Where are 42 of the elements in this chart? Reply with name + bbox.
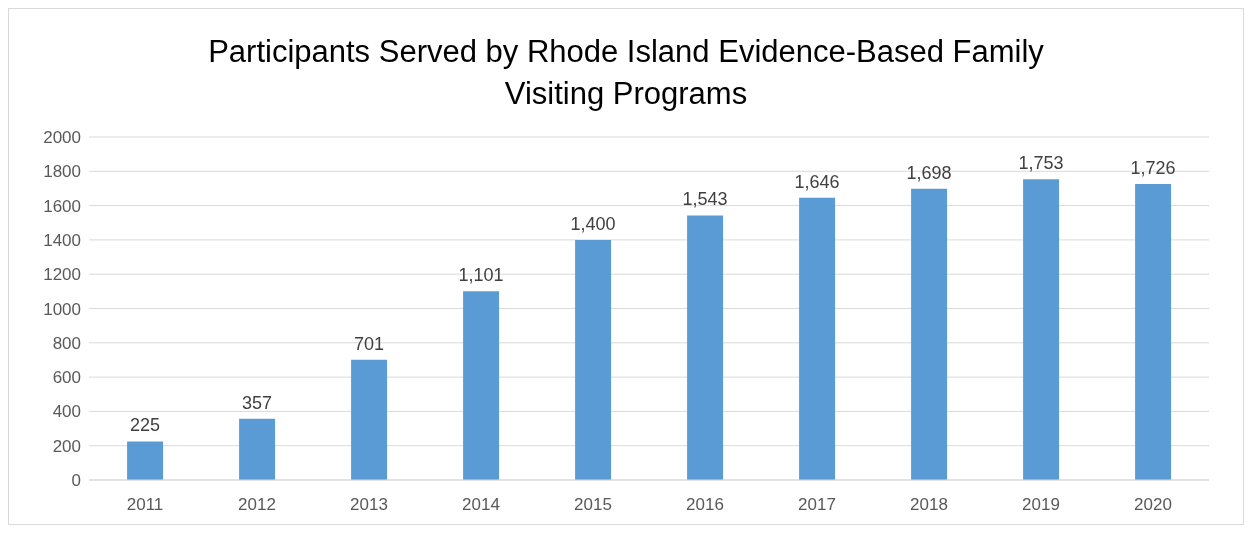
x-tick-label: 2011: [126, 495, 164, 515]
x-tick-label: 2015: [574, 495, 612, 515]
bar: [351, 359, 388, 480]
x-tick-label: 2013: [350, 495, 388, 515]
data-label: 1,101: [458, 265, 504, 286]
data-label: 1,543: [682, 189, 728, 210]
data-label: 701: [354, 333, 385, 354]
x-tick-label: 2018: [910, 495, 948, 515]
bar: [127, 441, 164, 480]
bar: [239, 418, 276, 480]
y-tick-label: 800: [52, 333, 81, 353]
chart-title: Participants Served by Rhode Island Evidence-Based Family Visiting Programs: [207, 33, 1045, 113]
x-tick-label: 2012: [238, 495, 276, 515]
bar: [575, 239, 612, 480]
bar: [1023, 179, 1060, 480]
y-tick-label: 1000: [43, 299, 81, 319]
data-label: 1,753: [1018, 153, 1064, 174]
bar: [911, 188, 948, 480]
y-tick-label: 1200: [43, 265, 81, 285]
y-tick-label: 1400: [43, 230, 81, 250]
y-tick-label: 600: [52, 368, 81, 388]
y-tick-label: 1800: [43, 162, 81, 182]
y-tick-label: 0: [71, 471, 81, 491]
bar: [687, 215, 724, 480]
data-label: 1,400: [570, 213, 616, 234]
x-tick-label: 2017: [798, 495, 836, 515]
y-tick-label: 1600: [43, 196, 81, 216]
data-label: 1,646: [794, 171, 840, 192]
data-label: 357: [242, 392, 273, 413]
x-tick-label: 2019: [1022, 495, 1060, 515]
x-tick-label: 2020: [1134, 495, 1172, 515]
data-label: 1,698: [906, 162, 952, 183]
y-tick-label: 200: [52, 436, 81, 456]
x-tick-label: 2014: [462, 495, 500, 515]
data-label: 225: [130, 415, 161, 436]
bar: [799, 197, 836, 480]
x-tick-label: 2016: [686, 495, 724, 515]
y-tick-label: 400: [52, 402, 81, 422]
bar: [463, 291, 500, 480]
y-tick-label: 2000: [43, 128, 81, 148]
bar: [1135, 183, 1172, 480]
data-label: 1,726: [1130, 157, 1176, 178]
